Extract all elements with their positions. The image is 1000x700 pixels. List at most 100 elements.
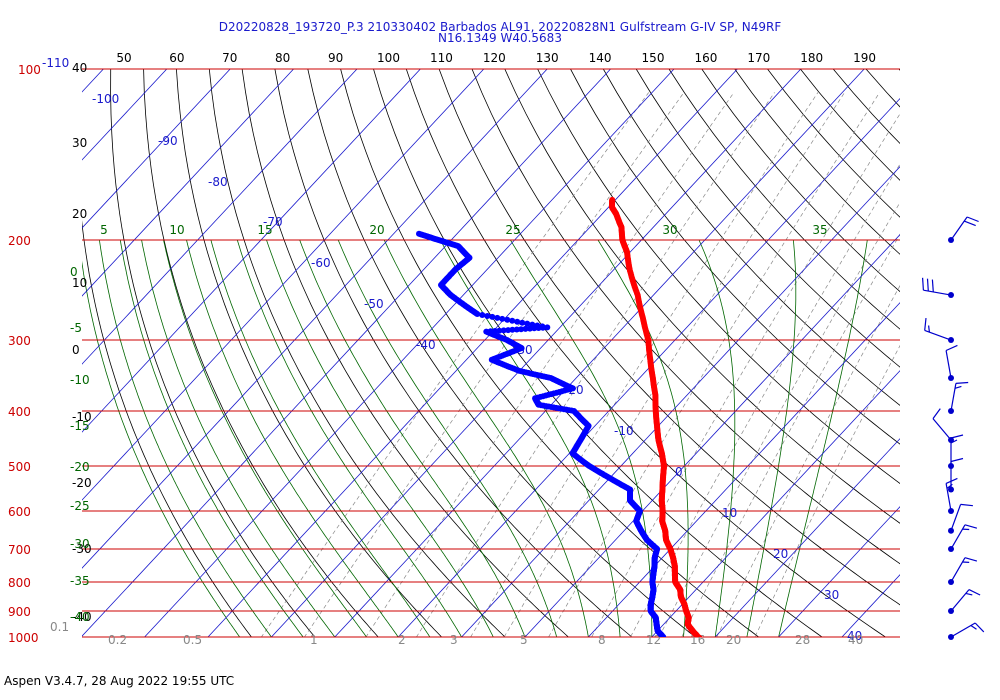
thetae-row-label: 35	[812, 223, 827, 237]
isotherms	[82, 43, 1000, 649]
dewpoint-point	[509, 317, 516, 324]
wind-barb-feather	[945, 477, 958, 484]
isotherm-label: 40	[847, 629, 862, 643]
thetae-left-label: -40	[70, 610, 90, 624]
wind-barb-feather	[932, 408, 941, 419]
theta-left-label: 40	[72, 61, 87, 75]
mixing-ratio-label: 20	[726, 633, 741, 647]
theta-top-label: 100	[377, 51, 400, 65]
wind-barb-feather	[966, 216, 979, 223]
moist-adiabat-line	[597, 239, 689, 637]
wind-barb-staff	[924, 329, 952, 341]
thetae-left-label: -20	[70, 460, 90, 474]
wind-barb-dot	[948, 579, 954, 585]
wind-barb-feather	[965, 592, 973, 596]
wind-barb-staff	[932, 418, 952, 441]
dewpoint-point	[483, 328, 490, 335]
axis-labels: 1002003004005006007008009001000-110-100-…	[8, 51, 876, 647]
isotherm-label: -100	[92, 92, 119, 106]
theta-top-label: 120	[483, 51, 506, 65]
moist-adiabat-line	[82, 260, 241, 637]
wind-barb-dot	[948, 546, 954, 552]
isotherm-line	[841, 574, 900, 637]
dewpoint-point	[505, 327, 512, 334]
dry-adiabat-line	[635, 69, 900, 368]
wind-barb-dot	[948, 337, 954, 343]
mixing-ratio-label: 5	[520, 633, 528, 647]
isotherm-line	[524, 234, 900, 637]
mixing-ratio-line	[658, 201, 900, 637]
isotherm-line	[82, 69, 358, 365]
isotherm-label: 20	[773, 547, 788, 561]
theta-top-label: 160	[694, 51, 717, 65]
wind-barb-feather	[964, 524, 978, 529]
isotherm-line	[894, 43, 1000, 649]
dewpoint-point	[499, 315, 506, 322]
moist-adiabat-line	[337, 239, 558, 637]
mixing-ratio-line	[503, 92, 845, 637]
mixing-ratio-label: 1	[310, 633, 318, 647]
moist-adiabat-line	[119, 239, 304, 637]
theta-left-label: -40	[72, 610, 92, 624]
wind-barb-dot	[948, 608, 954, 614]
dry-adiabat-line	[340, 69, 760, 637]
pressure-top-extra-label: -110	[42, 56, 69, 70]
wind-barb-feather	[960, 503, 973, 507]
moist-adiabat-line	[440, 239, 621, 637]
wind-barb-feather	[922, 277, 924, 291]
isotherm-line	[207, 69, 738, 637]
wind-barb-dot	[948, 237, 954, 243]
dry-adiabat-line	[471, 69, 900, 565]
theta-top-label: 170	[747, 51, 770, 65]
moist-adiabat-line	[236, 239, 463, 637]
thetae-left-label: -30	[70, 537, 90, 551]
wind-barb-feather	[924, 318, 927, 331]
moist-adiabat-line	[99, 239, 272, 637]
mixing-ratio-label: 40	[848, 633, 863, 647]
wind-barb-feather	[950, 434, 964, 439]
isotherm-line	[270, 69, 802, 637]
dry-adiabat-line	[307, 69, 696, 637]
pressure-tick-label: 1000	[8, 631, 39, 645]
dry-adiabat-line	[602, 69, 900, 406]
isotherm-line	[82, 69, 421, 433]
dry-adiabat-line	[405, 69, 887, 637]
wind-barb-staff	[950, 504, 962, 531]
isotherm-line	[82, 69, 485, 501]
thetae-left-label: -35	[70, 574, 90, 588]
pressure-tick-label: 800	[8, 576, 31, 590]
mixing-ratio-line	[470, 92, 819, 637]
mixing-ratio-line	[681, 233, 900, 637]
isotherm-line	[82, 69, 295, 297]
isotherm-label: 30	[824, 588, 839, 602]
thetae-left-label: -25	[70, 499, 90, 513]
dry-adiabat-line	[208, 69, 506, 637]
moist-adiabat-line	[299, 239, 526, 637]
dry-adiabat-line	[965, 69, 1000, 649]
wind-barb-feather	[974, 622, 985, 633]
dry-adiabat-line	[800, 69, 900, 181]
mixing-ratio-line	[416, 92, 775, 637]
moist-adiabat-line	[186, 239, 399, 637]
dewpoint-point	[504, 316, 511, 323]
isotherm-line	[82, 69, 612, 637]
dry-adiabat-line	[570, 69, 900, 445]
moist-adiabat-line	[383, 239, 589, 637]
wind-barb-dot	[948, 408, 954, 414]
thetae-row-label: 20	[369, 223, 384, 237]
thetae-left-label: -10	[70, 373, 90, 387]
dewpoint-point	[514, 318, 521, 325]
mixing-ratio-label: 8	[598, 633, 606, 647]
wind-barb-staff	[950, 589, 970, 612]
isotherm-line	[144, 69, 675, 637]
footer-text: Aspen V3.4.7, 28 Aug 2022 19:55 UTC	[4, 674, 235, 688]
wind-barb-staff	[923, 289, 952, 296]
wind-barb-dot	[948, 292, 954, 298]
isobars	[82, 68, 900, 638]
dewpoint-point	[534, 322, 541, 329]
thetae-row-label: 10	[169, 223, 184, 237]
moist-adiabat-line	[698, 239, 736, 637]
dewpoint-point	[492, 328, 498, 334]
wind-barb-staff	[950, 557, 966, 583]
